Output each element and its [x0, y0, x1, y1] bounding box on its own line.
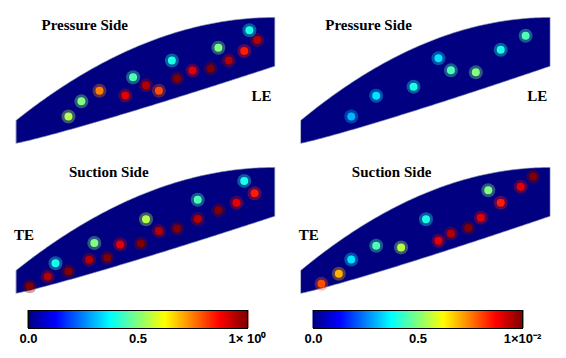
svg-text:Pressure Side: Pressure Side: [325, 17, 412, 33]
svg-text:Suction Side: Suction Side: [352, 164, 432, 180]
svg-text:0.5: 0.5: [409, 331, 427, 346]
svg-text:1× 10⁰: 1× 10⁰: [229, 331, 267, 346]
svg-text:LE: LE: [527, 88, 547, 104]
svg-text:TE: TE: [299, 227, 319, 243]
svg-text:Suction Side: Suction Side: [69, 164, 149, 180]
svg-text:Pressure Side: Pressure Side: [42, 17, 129, 33]
svg-text:TE: TE: [14, 227, 34, 243]
svg-text:0.0: 0.0: [304, 331, 322, 346]
svg-text:LE: LE: [251, 88, 271, 104]
svg-text:0.5: 0.5: [129, 331, 147, 346]
svg-text:0.0: 0.0: [19, 331, 37, 346]
svg-text:1×10⁻²: 1×10⁻²: [504, 331, 542, 346]
